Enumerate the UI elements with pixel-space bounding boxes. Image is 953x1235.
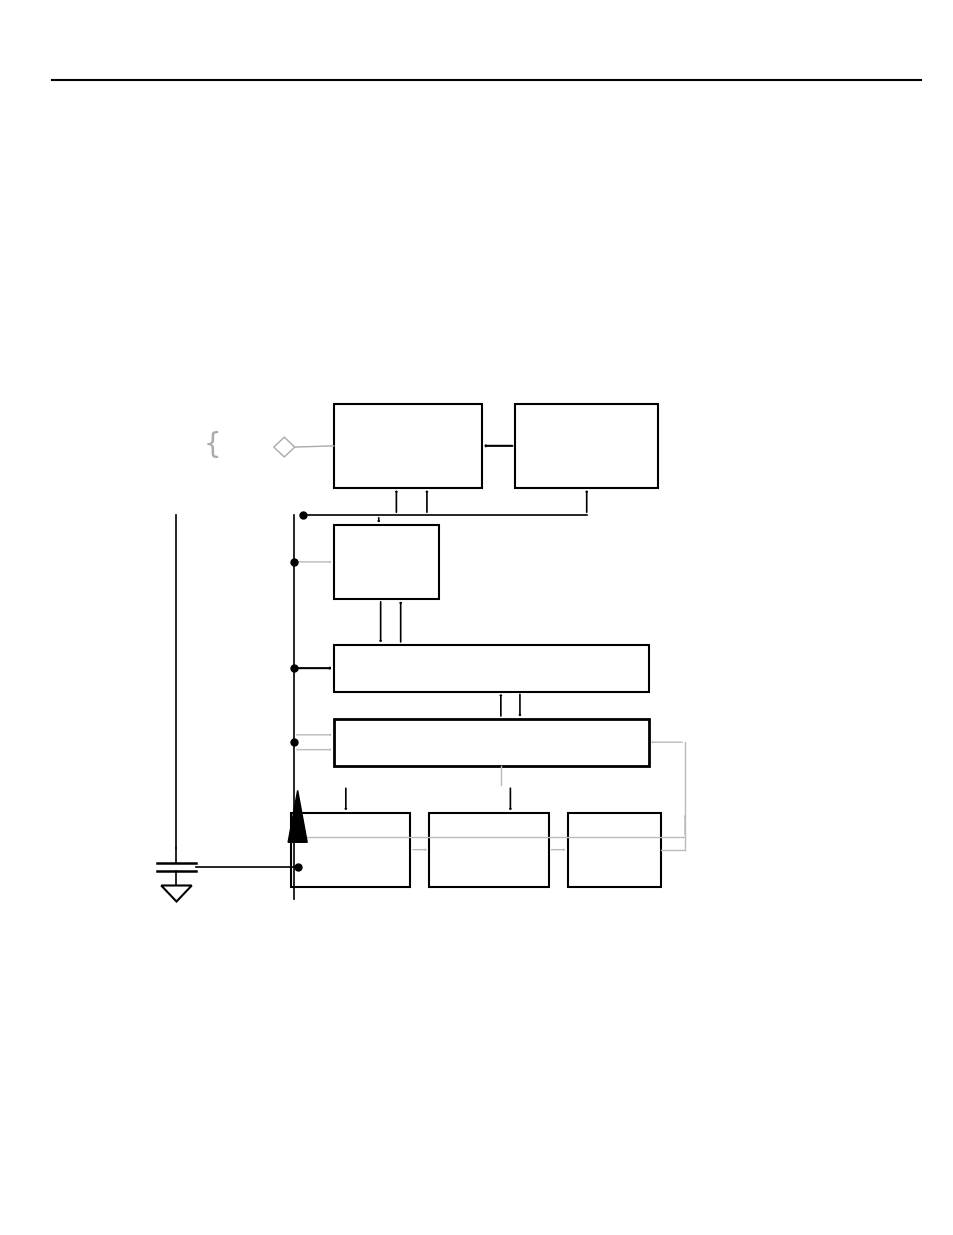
Polygon shape [288, 790, 307, 842]
Bar [567, 813, 660, 887]
Text: {: { [204, 431, 221, 458]
Bar [334, 719, 648, 766]
Bar [291, 813, 410, 887]
Bar [515, 404, 658, 488]
Bar [429, 813, 548, 887]
Bar [334, 525, 438, 599]
Bar [334, 404, 481, 488]
Bar [334, 645, 648, 692]
